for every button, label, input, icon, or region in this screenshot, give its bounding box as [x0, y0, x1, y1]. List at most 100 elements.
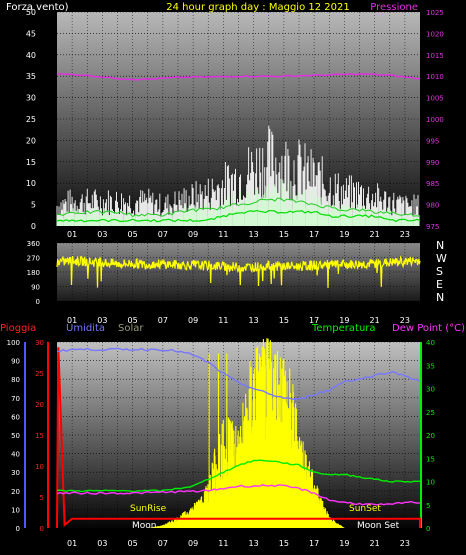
- combined-xtick: 13: [249, 539, 259, 548]
- wind-ytick: 25: [26, 115, 36, 124]
- pressure-ytick: 990: [426, 159, 439, 167]
- rain-ytick: 20: [35, 401, 44, 409]
- wind-ytick: 5: [31, 201, 36, 210]
- combined-xtick: 11: [218, 539, 228, 548]
- pressure-series: [56, 72, 421, 81]
- direction-ytick: 90: [31, 284, 40, 292]
- direction-ytick: 270: [27, 255, 40, 263]
- moonset-annotation: Moon Set: [357, 521, 400, 531]
- combined-xtick: 19: [339, 539, 349, 548]
- rain-ytick: 25: [35, 370, 44, 378]
- pressure-ytick: 1025: [426, 9, 444, 17]
- pressure-ytick: 1015: [426, 52, 444, 60]
- combined-xtick: 09: [188, 539, 198, 548]
- temperature-ytick: 30: [426, 386, 435, 394]
- temperature-ytick: 25: [426, 409, 435, 417]
- temperature-ytick: 0: [426, 525, 430, 533]
- combined-xtick: 21: [370, 539, 380, 548]
- direction-xtick: 19: [339, 316, 349, 325]
- dewpoint-series: [56, 484, 421, 506]
- pressure-ytick: 1005: [426, 95, 444, 103]
- wind-xtick: 03: [97, 230, 107, 239]
- rain-ytick: 0: [40, 525, 44, 533]
- direction-xtick: 01: [67, 316, 77, 325]
- humidity-series: [56, 347, 421, 401]
- wind-ytick: 15: [26, 158, 36, 167]
- pressure-ytick: 975: [426, 223, 439, 231]
- wind-ytick: 45: [26, 29, 36, 38]
- wind-ytick: 35: [26, 72, 36, 81]
- wind-xtick: 13: [249, 230, 259, 239]
- direction-ytick: 180: [27, 269, 40, 277]
- combined-xtick: 17: [309, 539, 319, 548]
- rain-ytick: 15: [35, 432, 44, 440]
- wind-xtick: 11: [218, 230, 228, 239]
- temperature-ytick: 15: [426, 455, 435, 463]
- compass-label: E: [436, 278, 443, 291]
- temperature-series: [56, 459, 421, 493]
- combined-xtick: 03: [97, 539, 107, 548]
- wind-xtick: 05: [128, 230, 138, 239]
- pressure-ytick: 1010: [426, 73, 444, 81]
- combined-xtick: 07: [158, 539, 168, 548]
- chart-title: 24 hour graph day : Maggio 12 2021: [166, 2, 349, 13]
- wind-avg-series: [56, 209, 421, 223]
- sunrise-annotation: SunRise: [130, 504, 167, 514]
- wind-xtick: 21: [370, 230, 380, 239]
- humidity-label: Umidita: [66, 323, 105, 334]
- solar-label: Solar: [118, 323, 144, 334]
- humidity-ytick: 80: [11, 376, 20, 384]
- direction-xtick: 11: [218, 316, 228, 325]
- pressure-ytick: 995: [426, 137, 439, 145]
- pressure-ytick: 980: [426, 202, 439, 210]
- combined-xtick: 15: [279, 539, 289, 548]
- compass-label: N: [436, 291, 444, 304]
- combined-xtick: 01: [67, 539, 77, 548]
- wind-ytick: 50: [26, 8, 36, 17]
- direction-ytick: 360: [27, 240, 40, 248]
- temperature-label: Temperatura: [311, 323, 376, 334]
- moonrise-annotation: Moon: [132, 521, 156, 531]
- compass-label: N: [436, 239, 444, 252]
- humidity-ytick: 100: [7, 339, 20, 347]
- rain-series: [56, 347, 421, 529]
- wind-ytick: 10: [26, 179, 36, 188]
- humidity-ytick: 50: [11, 432, 20, 440]
- wind-xtick: 15: [279, 230, 289, 239]
- humidity-ytick: 20: [11, 488, 20, 496]
- direction-xtick: 03: [97, 316, 107, 325]
- wind-xtick: 09: [188, 230, 198, 239]
- sunset-annotation: SunSet: [349, 504, 381, 514]
- combined-xtick: 23: [400, 539, 410, 548]
- humidity-ytick: 60: [11, 413, 20, 421]
- humidity-ytick: 90: [11, 358, 20, 366]
- rain-ytick: 5: [40, 494, 44, 502]
- direction-xtick: 17: [309, 316, 319, 325]
- direction-ytick: 0: [36, 298, 40, 306]
- wind-ytick: 30: [26, 94, 36, 103]
- rain-ytick: 30: [35, 339, 44, 347]
- wind-ytick: 0: [31, 222, 36, 231]
- rain-ytick: 10: [35, 463, 44, 471]
- pressure-label: Pressione: [370, 2, 418, 13]
- temperature-ytick: 40: [426, 339, 435, 347]
- direction-xtick: 23: [400, 316, 410, 325]
- humidity-ytick: 40: [11, 451, 20, 459]
- direction-xtick: 05: [128, 316, 138, 325]
- humidity-ytick: 10: [11, 506, 20, 514]
- direction-xtick: 13: [249, 316, 259, 325]
- direction-xtick: 21: [370, 316, 380, 325]
- pressure-ytick: 1000: [426, 116, 444, 124]
- temperature-ytick: 5: [426, 502, 430, 510]
- humidity-ytick: 0: [16, 525, 20, 533]
- wind-speed-series: [56, 197, 421, 218]
- wind-xtick: 17: [309, 230, 319, 239]
- wind-label: Forza vento): [6, 2, 69, 13]
- humidity-ytick: 70: [11, 395, 20, 403]
- wind-xtick: 19: [339, 230, 349, 239]
- temperature-ytick: 10: [426, 479, 435, 487]
- wind-ytick: 40: [26, 51, 36, 60]
- wind-mean-series: [56, 178, 420, 226]
- direction-xtick: 07: [158, 316, 168, 325]
